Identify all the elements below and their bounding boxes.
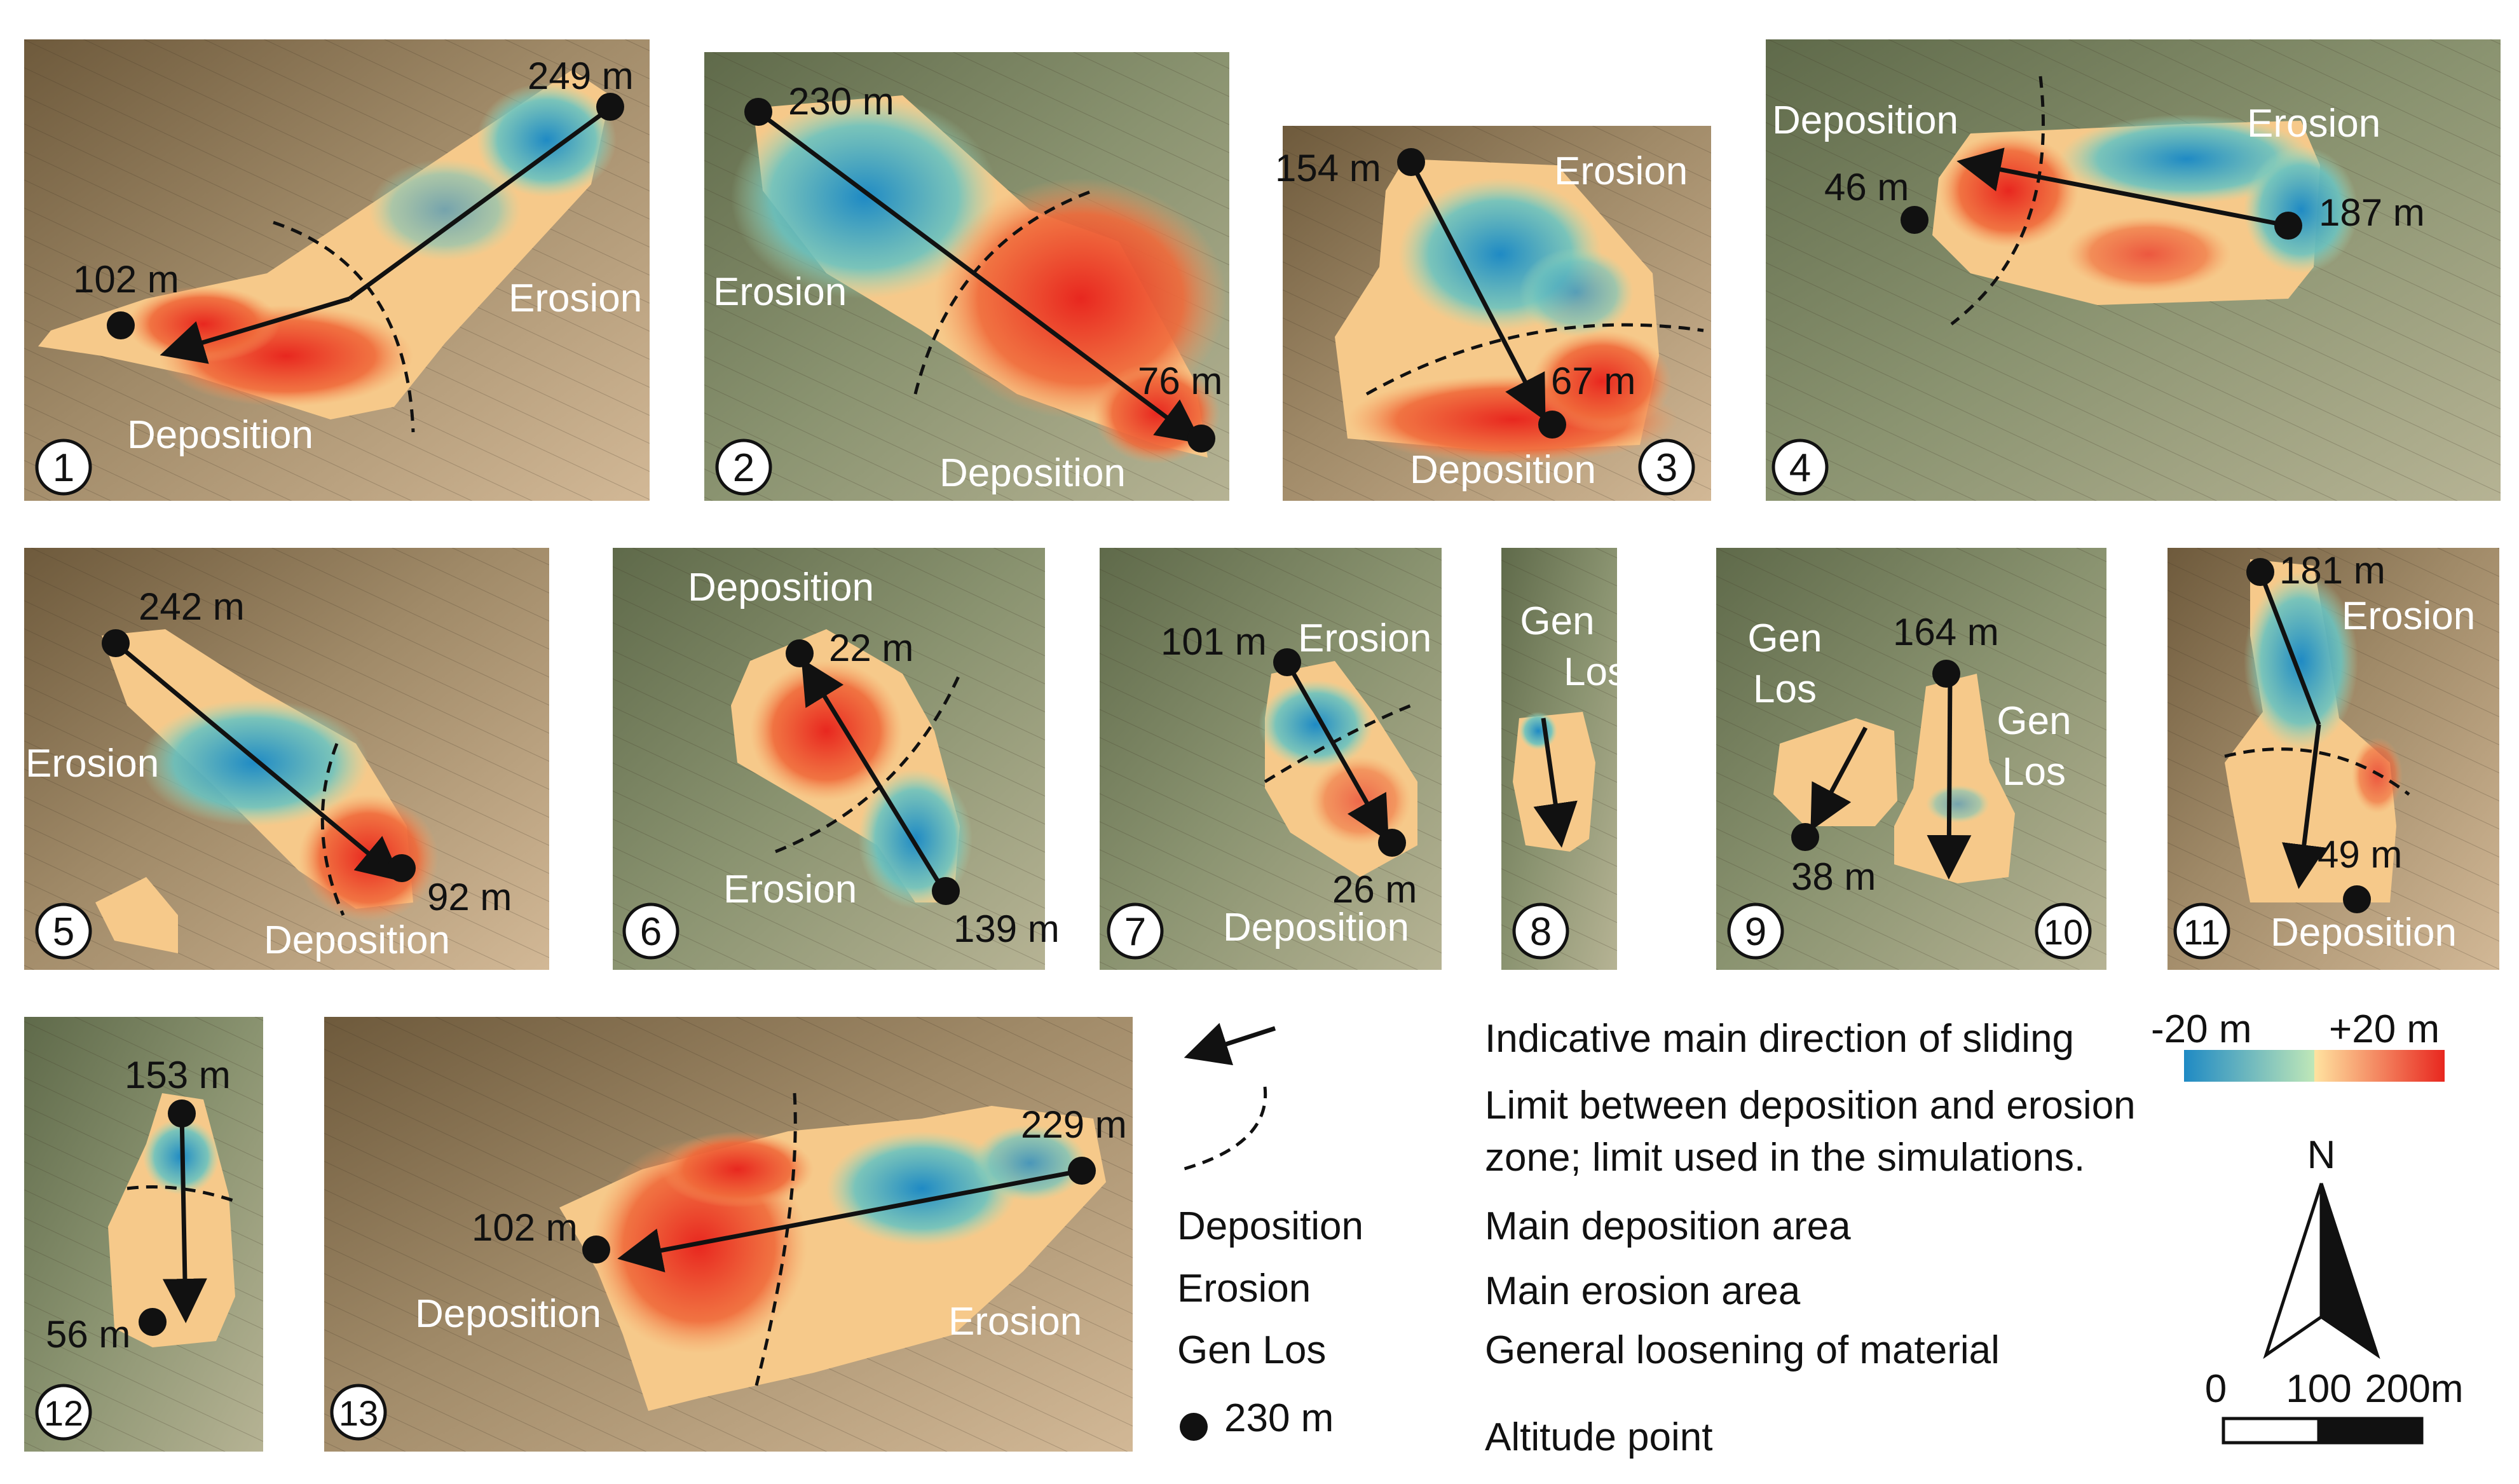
panel-8: Gen Los 8: [1501, 548, 1627, 970]
panel-9-number: 9: [1745, 910, 1766, 954]
panel-8-label-gen: Gen: [1520, 599, 1594, 643]
panel-12-altitude-top: 153 m: [125, 1054, 231, 1096]
legend-color-scale: [2184, 1050, 2445, 1082]
scale-bar: [2222, 1417, 2424, 1445]
north-label: N: [2307, 1133, 2336, 1177]
scalebar-label-0: 0: [2205, 1367, 2227, 1411]
panel-13-altitude-bottom: 102 m: [472, 1206, 578, 1249]
panel-5-label-deposition: Deposition: [264, 918, 450, 962]
scalebar-label-200: 200m: [2365, 1367, 2463, 1411]
panel-9-label-gen: Gen: [1747, 616, 1822, 660]
slide-area-9: [1773, 718, 1897, 826]
panel-4-label-erosion: Erosion: [2247, 102, 2380, 146]
panel-9-label-los: Los: [1753, 667, 1817, 711]
panel-3-label-deposition: Deposition: [1410, 448, 1596, 492]
panel-2-label-erosion: Erosion: [713, 270, 847, 314]
panel-12-number: 12: [44, 1393, 83, 1433]
panel-2-altitude-bottom: 76 m: [1138, 360, 1222, 402]
panel-10-label-gen: Gen: [1997, 699, 2071, 743]
panel-5-label-erosion: Erosion: [25, 742, 159, 786]
legend-scale-max: +20 m: [2329, 1007, 2440, 1051]
panel-7: Erosion Deposition 101 m 26 m 7: [1100, 548, 1442, 970]
panel-13-altitude-top: 229 m: [1021, 1103, 1127, 1146]
north-arrow-icon: [2263, 1183, 2380, 1359]
panel-3: Erosion Deposition 154 m 67 m 3: [1275, 126, 1711, 501]
panel-2: Erosion Deposition 230 m 76 m 2: [704, 52, 1229, 501]
panel-7-label-deposition: Deposition: [1223, 906, 1409, 950]
legend-limit-text-2: zone; limit used in the simulations.: [1485, 1136, 2085, 1180]
legend-altitude-dot: [1180, 1413, 1208, 1441]
legend-arrow-symbol: [1184, 1023, 1276, 1066]
panel-9-altitude: 38 m: [1791, 855, 1876, 898]
panel-11-label-erosion: Erosion: [2342, 594, 2475, 638]
panel-5-altitude-top: 242 m: [139, 585, 245, 628]
panel-3-altitude-top: 154 m: [1275, 147, 1381, 189]
panel-6-altitude-top: 22 m: [829, 627, 913, 669]
panel-7-altitude-top: 101 m: [1161, 620, 1267, 663]
panel-1-label-erosion: Erosion: [509, 276, 642, 320]
panel-11-altitude-top: 181 m: [2279, 549, 2386, 592]
panel-6-altitude-bottom: 139 m: [953, 908, 1060, 950]
panel-4-altitude-bottom: 46 m: [1824, 166, 1909, 208]
panel-11-altitude-bottom: 49 m: [2318, 833, 2402, 876]
legend-erosion-text: Main erosion area: [1485, 1269, 1801, 1313]
panel-6-label-erosion: Erosion: [723, 868, 857, 911]
panel-11-label-deposition: Deposition: [2270, 911, 2457, 955]
panel-6-label-deposition: Deposition: [688, 566, 874, 609]
panel-12: 153 m 56 m 12: [24, 1017, 263, 1452]
panel-4-label-deposition: Deposition: [1772, 99, 1958, 142]
legend-altitude-key: 230 m: [1224, 1396, 1334, 1440]
panel-6-number: 6: [640, 910, 662, 954]
panel-4-altitude-top: 187 m: [2319, 191, 2425, 234]
panel-4: Deposition Erosion 46 m 187 m 4: [1766, 39, 2501, 501]
panel-1-number: 1: [53, 446, 74, 490]
legend-erosion-key: Erosion: [1177, 1267, 1311, 1310]
legend-deposition-key: Deposition: [1177, 1204, 1363, 1248]
panel-5: Erosion Deposition 242 m 92 m 5: [24, 548, 549, 970]
panel-13-label-erosion: Erosion: [948, 1300, 1082, 1344]
legend-genlos-key: Gen Los: [1177, 1328, 1326, 1372]
panel-3-altitude-bottom: 67 m: [1551, 360, 1635, 402]
panel-7-number: 7: [1124, 910, 1146, 954]
panel-10-number: 10: [2044, 912, 2083, 952]
panel-13-label-deposition: Deposition: [415, 1292, 601, 1336]
panel-1-altitude-top: 249 m: [528, 55, 634, 97]
panel-9-10: Gen Los Gen Los 38 m 164 m 9 10: [1716, 548, 2106, 970]
legend-limit-text-1: Limit between deposition and erosion: [1485, 1084, 2136, 1127]
panel-12-altitude-bottom: 56 m: [46, 1313, 130, 1356]
panel-10-altitude: 164 m: [1893, 611, 1999, 653]
panel-5-number: 5: [53, 910, 74, 954]
panel-6: Deposition Erosion 22 m 139 m 6: [613, 548, 1060, 970]
panel-1-altitude-bottom: 102 m: [73, 258, 179, 301]
panel-11: Erosion Deposition 181 m 49 m 11: [2167, 548, 2499, 970]
panel-13-number: 13: [339, 1393, 378, 1433]
panel-13: Deposition Erosion 229 m 102 m 13: [324, 1017, 1133, 1452]
legend-limit-symbol: [1182, 1086, 1267, 1171]
panel-2-label-deposition: Deposition: [939, 451, 1126, 495]
panel-8-number: 8: [1530, 910, 1552, 954]
panel-3-number: 3: [1656, 446, 1677, 490]
panel-3-label-erosion: Erosion: [1554, 149, 1688, 193]
panel-7-label-erosion: Erosion: [1298, 616, 1431, 660]
slide-area-10: [1894, 674, 2015, 883]
panel-5-altitude-bottom: 92 m: [427, 876, 512, 918]
legend-scale-min: -20 m: [2151, 1007, 2251, 1051]
legend-altitude-text: Altitude point: [1485, 1415, 1712, 1459]
legend-arrow-text: Indicative main direction of sliding: [1485, 1017, 2074, 1061]
panel-8-label-los: Los: [1564, 650, 1627, 694]
legend-genlos-text: General loosening of material: [1485, 1328, 2000, 1372]
panel-10-label-los: Los: [2002, 750, 2066, 794]
legend: Indicative main direction of sliding Lim…: [1177, 1007, 2464, 1459]
scalebar-label-100: 100: [2286, 1367, 2351, 1411]
legend-deposition-text: Main deposition area: [1485, 1204, 1851, 1248]
panel-7-altitude-bottom: 26 m: [1332, 868, 1417, 911]
panel-1: Erosion Deposition 249 m 102 m 1: [24, 39, 650, 501]
panel-2-number: 2: [733, 446, 754, 490]
panel-1-label-deposition: Deposition: [127, 413, 313, 457]
panel-11-number: 11: [2183, 912, 2220, 952]
panel-2-altitude-top: 230 m: [788, 80, 894, 123]
panel-4-number: 4: [1789, 446, 1811, 490]
